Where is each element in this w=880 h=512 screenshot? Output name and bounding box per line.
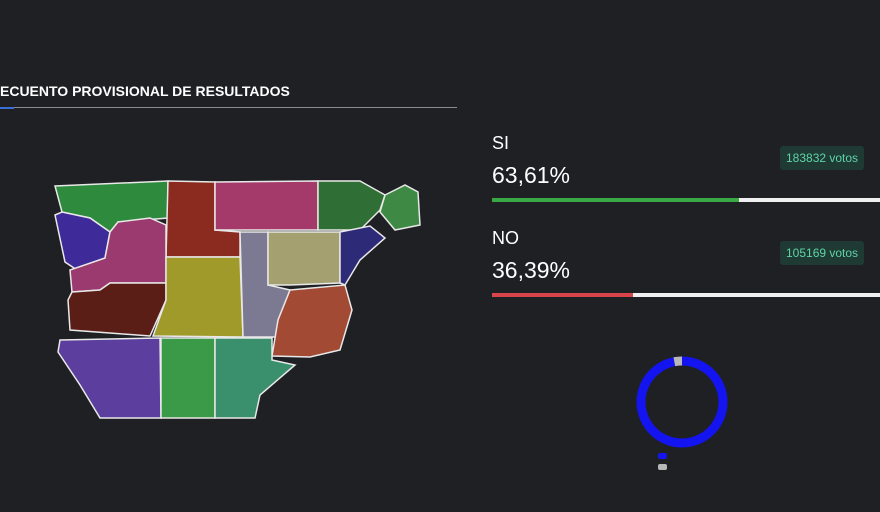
map bbox=[54, 180, 421, 419]
option-percent: 63,61% bbox=[492, 162, 571, 188]
legend-swatch bbox=[658, 453, 667, 459]
option-percent: 36,39% bbox=[492, 257, 571, 283]
region bbox=[317, 180, 386, 231]
votes-badge: 105169 votos bbox=[780, 241, 865, 265]
legend-swatch bbox=[658, 464, 667, 470]
region bbox=[214, 180, 319, 231]
bar-track bbox=[492, 293, 880, 297]
underline bbox=[0, 107, 457, 108]
bar bbox=[492, 198, 739, 202]
donut-chart bbox=[636, 356, 728, 470]
region bbox=[214, 337, 297, 419]
region bbox=[67, 282, 167, 337]
region bbox=[379, 184, 421, 231]
region bbox=[151, 256, 244, 338]
donut-segment bbox=[673, 356, 683, 367]
region bbox=[267, 231, 341, 286]
bar-track bbox=[492, 198, 880, 202]
option-label: NO bbox=[492, 228, 519, 248]
region bbox=[160, 337, 216, 419]
region bbox=[271, 284, 353, 358]
underline-accent bbox=[0, 107, 14, 109]
votes-badge: 183832 votos bbox=[780, 146, 865, 170]
region bbox=[57, 337, 162, 419]
option-label: SI bbox=[492, 133, 510, 153]
bar bbox=[492, 293, 634, 297]
donut-segment bbox=[636, 356, 728, 448]
region bbox=[339, 225, 387, 286]
title: ECUENTO PROVISIONAL DE RESULTADOS bbox=[0, 83, 290, 99]
